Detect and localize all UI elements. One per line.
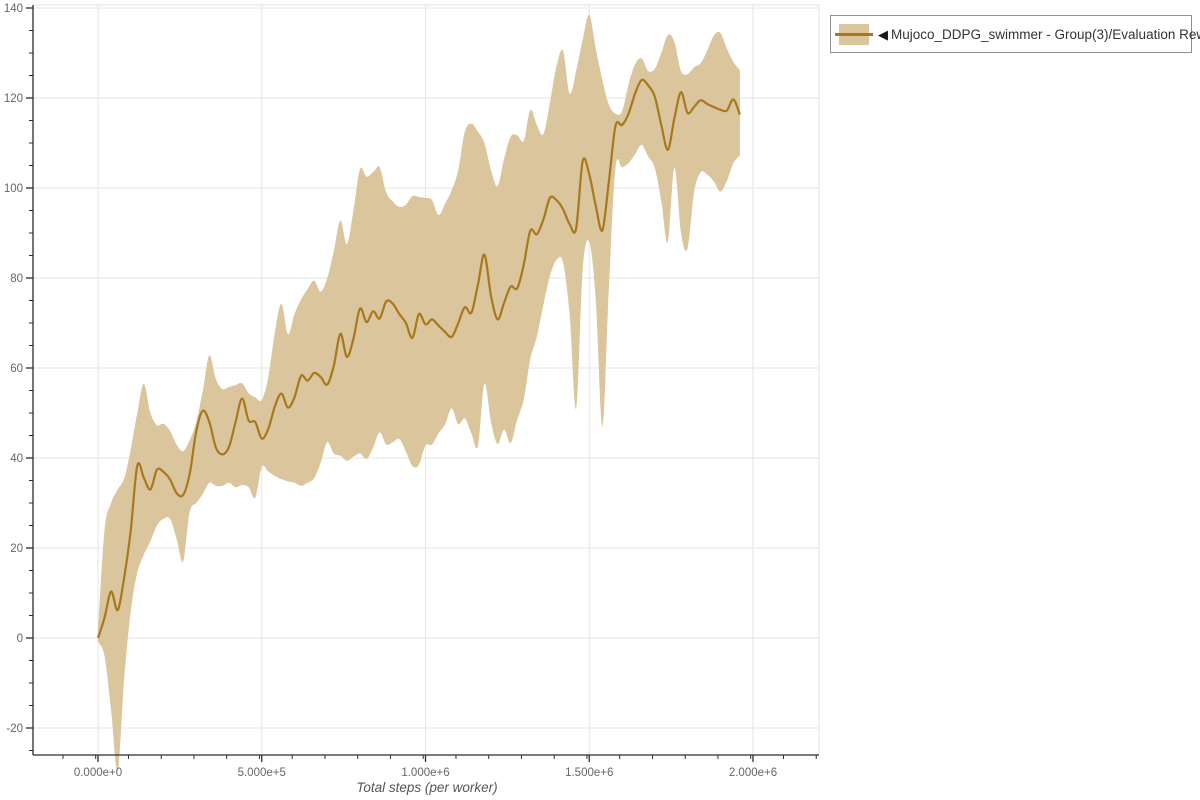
y-tick-label: 60 xyxy=(10,363,23,375)
x-tick-label: 5.000e+5 xyxy=(238,767,286,779)
y-tick-label: 140 xyxy=(4,3,23,15)
legend-collapse-icon[interactable]: ◀ xyxy=(878,26,888,42)
y-tick-label: 120 xyxy=(4,93,23,105)
y-tick-label: 0 xyxy=(17,633,23,645)
legend-swatch-icon xyxy=(835,23,873,45)
axes: -20 0 20 40 60 80 100 120 140 0.000e+0 5.000e+5 1.0… xyxy=(4,3,819,779)
x-tick-label: 0.000e+0 xyxy=(74,767,122,779)
y-tick-label: 80 xyxy=(10,273,23,285)
x-tick-label: 2.000e+6 xyxy=(729,767,777,779)
legend-line-icon xyxy=(835,32,873,36)
mean-line xyxy=(96,78,741,639)
y-tick-label: 40 xyxy=(10,453,23,465)
y-tick-label: -20 xyxy=(6,723,23,735)
x-axis-title: Total steps (per worker) xyxy=(356,780,497,795)
y-tick-label: 20 xyxy=(10,543,23,555)
y-tick-label: 100 xyxy=(4,183,23,195)
confidence-band xyxy=(98,14,740,771)
x-tick-label: 1.500e+6 xyxy=(565,767,613,779)
legend-box[interactable]: ◀ Mujoco_DDPG_swimmer - Group(3)/Evaluat… xyxy=(830,15,1200,53)
legend-label: Mujoco_DDPG_swimmer - Group(3)/Evaluatio… xyxy=(891,26,1200,42)
x-tick-label: 1.000e+6 xyxy=(401,767,449,779)
